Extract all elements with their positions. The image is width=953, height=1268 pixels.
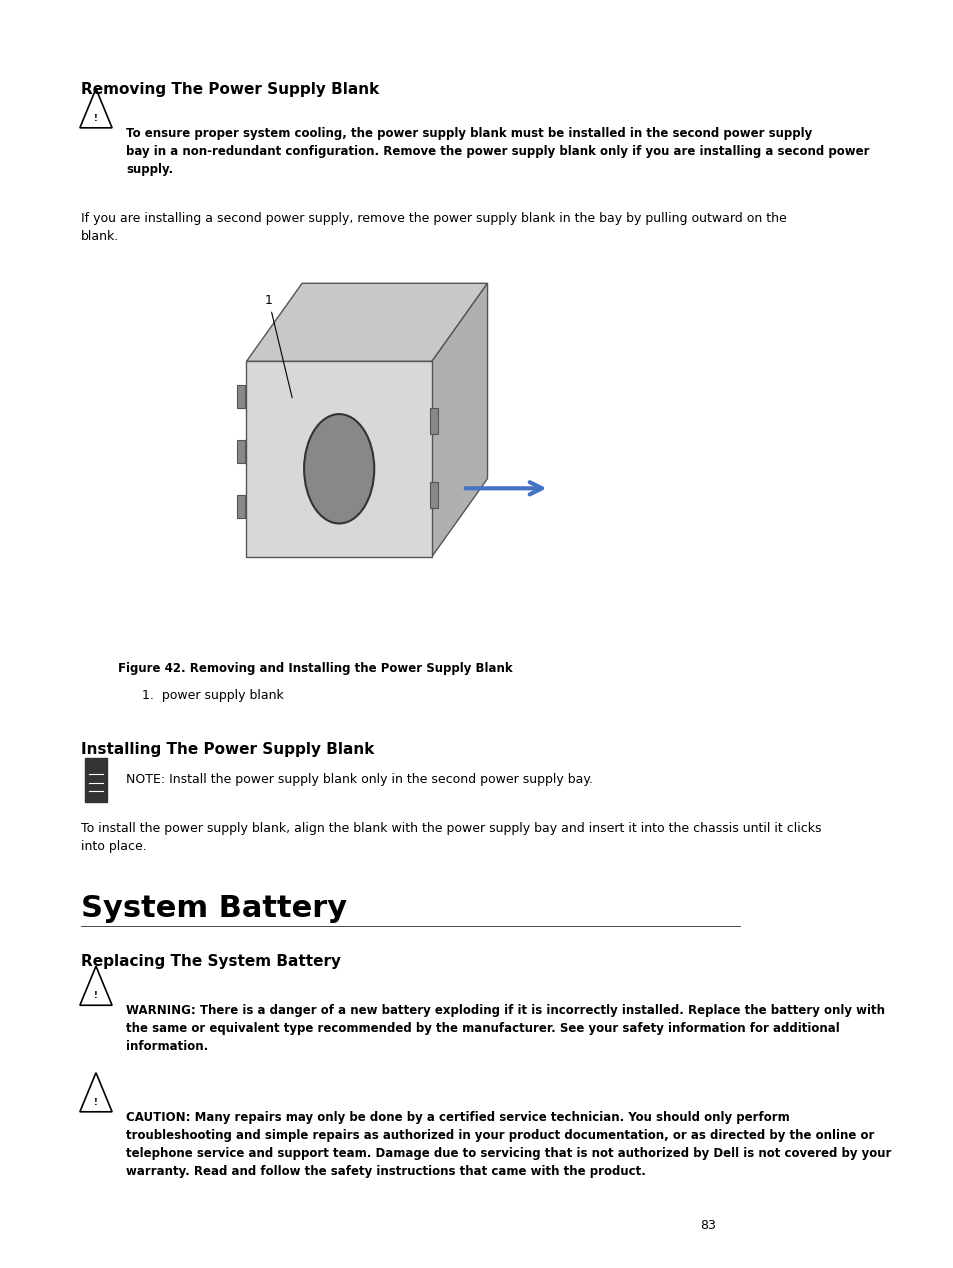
Polygon shape: [246, 283, 487, 361]
Text: NOTE: Install the power supply blank only in the second power supply bay.: NOTE: Install the power supply blank onl…: [126, 773, 593, 786]
Text: 83: 83: [700, 1220, 715, 1232]
Text: To install the power supply blank, align the blank with the power supply bay and: To install the power supply blank, align…: [81, 822, 821, 852]
Bar: [430, 408, 438, 434]
Text: If you are installing a second power supply, remove the power supply blank in th: If you are installing a second power sup…: [81, 212, 786, 242]
Text: Installing The Power Supply Blank: Installing The Power Supply Blank: [81, 742, 375, 757]
Circle shape: [304, 415, 374, 524]
Text: !: !: [94, 1098, 98, 1107]
Text: 1.  power supply blank: 1. power supply blank: [142, 689, 284, 701]
Text: WARNING: There is a danger of a new battery exploding if it is incorrectly insta: WARNING: There is a danger of a new batt…: [126, 1004, 884, 1054]
Text: !: !: [94, 992, 98, 1000]
Text: Removing The Power Supply Blank: Removing The Power Supply Blank: [81, 82, 379, 98]
Bar: [236, 495, 245, 517]
Polygon shape: [432, 283, 487, 557]
Text: To ensure proper system cooling, the power supply blank must be installed in the: To ensure proper system cooling, the pow…: [126, 127, 869, 176]
Bar: [430, 482, 438, 507]
Text: CAUTION: Many repairs may only be done by a certified service technician. You sh: CAUTION: Many repairs may only be done b…: [126, 1111, 890, 1178]
Bar: [85, 757, 107, 803]
Text: !: !: [94, 114, 98, 123]
Text: Replacing The System Battery: Replacing The System Battery: [81, 954, 341, 969]
Text: 1: 1: [265, 294, 292, 398]
Text: Figure 42. Removing and Installing the Power Supply Blank: Figure 42. Removing and Installing the P…: [118, 662, 512, 675]
Text: System Battery: System Battery: [81, 894, 347, 923]
Bar: [236, 440, 245, 463]
Bar: [246, 361, 432, 557]
Bar: [236, 385, 245, 408]
